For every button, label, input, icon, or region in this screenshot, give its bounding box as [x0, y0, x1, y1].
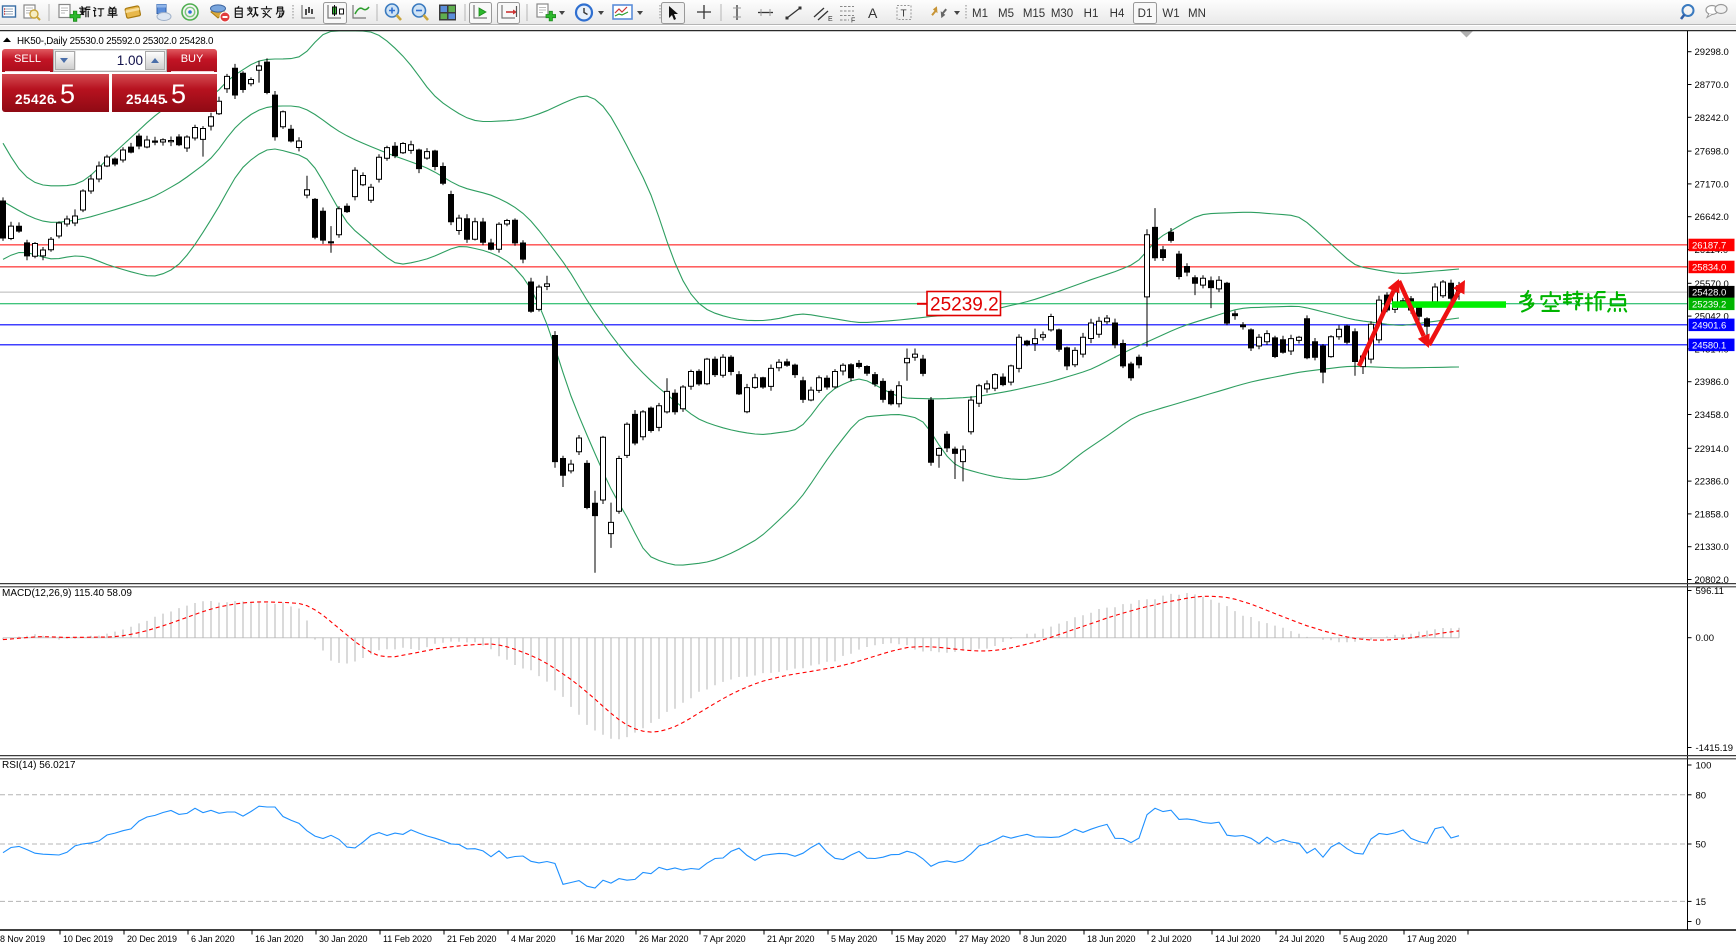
svg-text:21858.0: 21858.0: [1695, 509, 1729, 520]
svg-text:24 Jul 2020: 24 Jul 2020: [1279, 934, 1325, 944]
svg-text:F: F: [851, 18, 855, 25]
svg-text:0.00: 0.00: [1696, 633, 1715, 644]
svg-text:5 May 2020: 5 May 2020: [831, 934, 877, 944]
svg-text:27170.0: 27170.0: [1695, 179, 1729, 190]
svg-text:28770.0: 28770.0: [1695, 80, 1729, 91]
svg-text:25570.0: 25570.0: [1695, 279, 1729, 290]
svg-text:MN: MN: [1188, 8, 1206, 20]
svg-text:23986.0: 23986.0: [1695, 377, 1729, 388]
svg-text:6 Jan 2020: 6 Jan 2020: [191, 934, 235, 944]
svg-text:25834.0: 25834.0: [1692, 263, 1726, 274]
svg-text:16 Mar 2020: 16 Mar 2020: [575, 934, 625, 944]
svg-text:E: E: [828, 16, 833, 23]
svg-text:H1: H1: [1084, 8, 1099, 20]
svg-text:27 May 2020: 27 May 2020: [959, 934, 1010, 944]
svg-text:8 Nov 2019: 8 Nov 2019: [0, 934, 45, 944]
svg-text:21330.0: 21330.0: [1695, 542, 1729, 553]
svg-text:26 Mar 2020: 26 Mar 2020: [639, 934, 689, 944]
svg-text:21 Feb 2020: 21 Feb 2020: [447, 934, 497, 944]
svg-text:17 Aug 2020: 17 Aug 2020: [1407, 934, 1457, 944]
svg-text:M30: M30: [1051, 8, 1073, 20]
svg-text:H4: H4: [1110, 8, 1125, 20]
svg-text:25239.2: 25239.2: [930, 295, 999, 316]
svg-text:25239.2: 25239.2: [1692, 299, 1726, 310]
svg-text:50: 50: [1696, 840, 1707, 851]
svg-text:M5: M5: [998, 8, 1014, 20]
svg-text:T: T: [901, 9, 907, 20]
svg-text:4 Mar 2020: 4 Mar 2020: [511, 934, 556, 944]
svg-text:21 Apr 2020: 21 Apr 2020: [767, 934, 815, 944]
svg-text:MACD(12,26,9) 115.40 58.09: MACD(12,26,9) 115.40 58.09: [2, 588, 132, 599]
svg-text:100: 100: [1696, 761, 1712, 772]
svg-text:26642.0: 26642.0: [1695, 212, 1729, 223]
svg-text:14 Jul 2020: 14 Jul 2020: [1215, 934, 1261, 944]
svg-text:15 May 2020: 15 May 2020: [895, 934, 946, 944]
svg-text:7 Apr 2020: 7 Apr 2020: [703, 934, 746, 944]
svg-text:10 Dec 2019: 10 Dec 2019: [63, 934, 113, 944]
svg-text:22386.0: 22386.0: [1695, 477, 1729, 488]
svg-text:11 Feb 2020: 11 Feb 2020: [383, 934, 432, 944]
svg-text:24580.1: 24580.1: [1692, 340, 1726, 351]
svg-text:-1415.19: -1415.19: [1696, 743, 1734, 754]
svg-text:26187.7: 26187.7: [1692, 241, 1726, 252]
svg-text:30 Jan 2020: 30 Jan 2020: [319, 934, 368, 944]
svg-text:28242.0: 28242.0: [1695, 113, 1729, 124]
svg-text:20 Dec 2019: 20 Dec 2019: [127, 934, 177, 944]
svg-text:29298.0: 29298.0: [1695, 47, 1729, 58]
svg-text:M15: M15: [1023, 8, 1045, 20]
svg-text:15: 15: [1696, 897, 1707, 908]
svg-text:25428.0: 25428.0: [1692, 288, 1726, 299]
svg-text:23458.0: 23458.0: [1695, 410, 1729, 421]
svg-text:8 Jun 2020: 8 Jun 2020: [1023, 934, 1067, 944]
svg-text:A: A: [868, 5, 878, 21]
svg-text:596.11: 596.11: [1696, 586, 1724, 597]
svg-text:25042.0: 25042.0: [1695, 312, 1729, 323]
svg-text:0: 0: [1696, 917, 1701, 928]
svg-text:2 Jul 2020: 2 Jul 2020: [1151, 934, 1192, 944]
svg-text:5 Aug 2020: 5 Aug 2020: [1343, 934, 1388, 944]
svg-text:RSI(14) 56.0217: RSI(14) 56.0217: [2, 760, 76, 771]
svg-text:24901.6: 24901.6: [1692, 320, 1726, 331]
svg-text:D1: D1: [1138, 8, 1153, 20]
svg-text:20802.0: 20802.0: [1695, 575, 1729, 586]
svg-text:80: 80: [1696, 790, 1707, 801]
svg-text:27698.0: 27698.0: [1695, 147, 1729, 158]
svg-text:18 Jun 2020: 18 Jun 2020: [1087, 934, 1136, 944]
svg-text:22914.0: 22914.0: [1695, 444, 1729, 455]
svg-text:16 Jan 2020: 16 Jan 2020: [255, 934, 304, 944]
svg-text:HK50-,Daily 25530.0 25592.0 2: HK50-,Daily 25530.0 25592.0 25302.0 2542…: [17, 36, 214, 47]
svg-text:M1: M1: [972, 8, 988, 20]
svg-text:W1: W1: [1162, 8, 1179, 20]
